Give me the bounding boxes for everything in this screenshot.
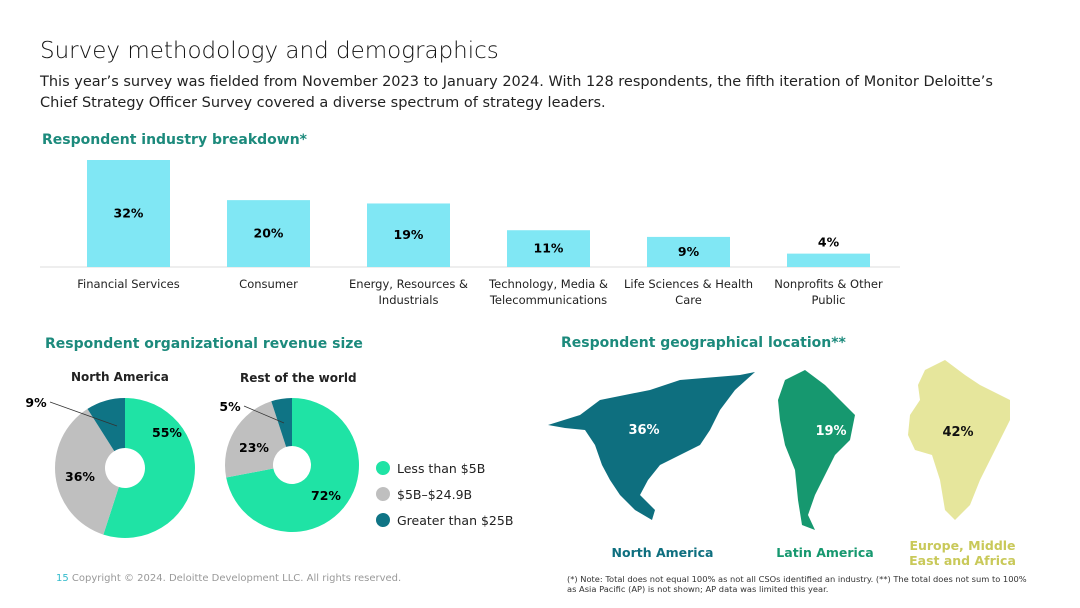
page-number: 15	[56, 573, 69, 584]
intro-text: This year’s survey was fielded from Nove…	[40, 74, 993, 111]
slice-label: 72%	[311, 488, 341, 503]
legend-label: Greater than $25B	[397, 512, 514, 528]
slice-label: 55%	[152, 425, 182, 440]
geography-maps: 36% 19% 42%	[548, 360, 1010, 530]
bar	[367, 203, 450, 267]
legend-item-5b-24-9b: $5B–$24.9B	[376, 481, 513, 507]
north-america-donut-title: North America	[71, 370, 169, 384]
legend-swatch	[376, 513, 390, 527]
north-america-value: 36%	[628, 423, 659, 438]
emea-label: Europe, Middle East and Africa	[909, 538, 1016, 568]
bar-value-label: 9%	[678, 244, 700, 259]
category-label: Life Sciences & Health Care	[624, 277, 753, 307]
leader-line	[243, 405, 285, 424]
north-america-map	[548, 372, 755, 520]
donut-slice	[271, 398, 292, 447]
legend-swatch	[376, 461, 390, 475]
legend-swatch	[376, 487, 390, 501]
legend-item-less-than-5b: Less than $5B	[376, 455, 513, 481]
category-label: Consumer	[239, 277, 298, 291]
donut-slice	[225, 401, 287, 478]
donut-slice	[103, 398, 195, 538]
north-america-label: North America	[611, 545, 714, 560]
donut-slice	[226, 398, 359, 532]
industry-heading: Respondent industry breakdown*	[42, 132, 307, 148]
geography-heading: Respondent geographical location**	[561, 335, 846, 351]
bar-value-label: 20%	[254, 226, 284, 241]
legend-label: Less than $5B	[397, 460, 486, 476]
bar	[87, 160, 170, 267]
latin-america-label: Latin America	[776, 545, 874, 560]
emea-map	[908, 360, 1010, 520]
donut-slice	[87, 398, 125, 452]
slice-label: 36%	[65, 469, 95, 484]
revenue-heading: Respondent organizational revenue size	[45, 336, 363, 352]
category-label: Nonprofits & Other Public	[774, 277, 883, 307]
bar	[787, 253, 870, 267]
slice-label: 5%	[219, 399, 241, 414]
industry-bar-chart: 32% 20% 19% 11% 9% 4%	[40, 160, 900, 268]
bar	[507, 230, 590, 267]
footnote: (*) Note: Total does not equal 100% as n…	[567, 574, 1027, 594]
copyright: Copyright © 2024. Deloitte Development L…	[71, 573, 402, 584]
bar-value-label: 4%	[818, 235, 840, 250]
emea-value: 42%	[942, 425, 973, 440]
donut-slice	[55, 408, 119, 535]
legend-item-greater-than-25b: Greater than $25B	[376, 507, 513, 533]
legend-label: $5B–$24.9B	[397, 486, 473, 502]
category-label: Financial Services	[77, 277, 180, 291]
bar-value-label: 32%	[114, 206, 144, 221]
rest-of-world-donut-title: Rest of the world	[240, 371, 357, 385]
bar	[227, 200, 310, 267]
slice-label: 23%	[239, 440, 269, 455]
revenue-legend: Less than $5B $5B–$24.9B Greater than $2…	[376, 455, 513, 533]
slice-label: 9%	[25, 395, 47, 410]
category-label: Technology, Media & Telecommunications	[489, 277, 608, 307]
bar-value-label: 11%	[534, 241, 564, 256]
leader-line	[49, 401, 118, 427]
bar	[647, 236, 730, 267]
footer: 15 Copyright © 2024. Deloitte Developmen…	[56, 573, 401, 584]
latin-america-map	[778, 370, 855, 530]
bar-value-label: 19%	[394, 227, 424, 242]
revenue-donut-charts: 55% 36% 9% 72% 23% 5%	[25, 395, 359, 538]
latin-america-value: 19%	[815, 424, 846, 439]
page-title: Survey methodology and demographics	[40, 38, 499, 64]
category-label: Energy, Resources & Industrials	[349, 277, 468, 307]
